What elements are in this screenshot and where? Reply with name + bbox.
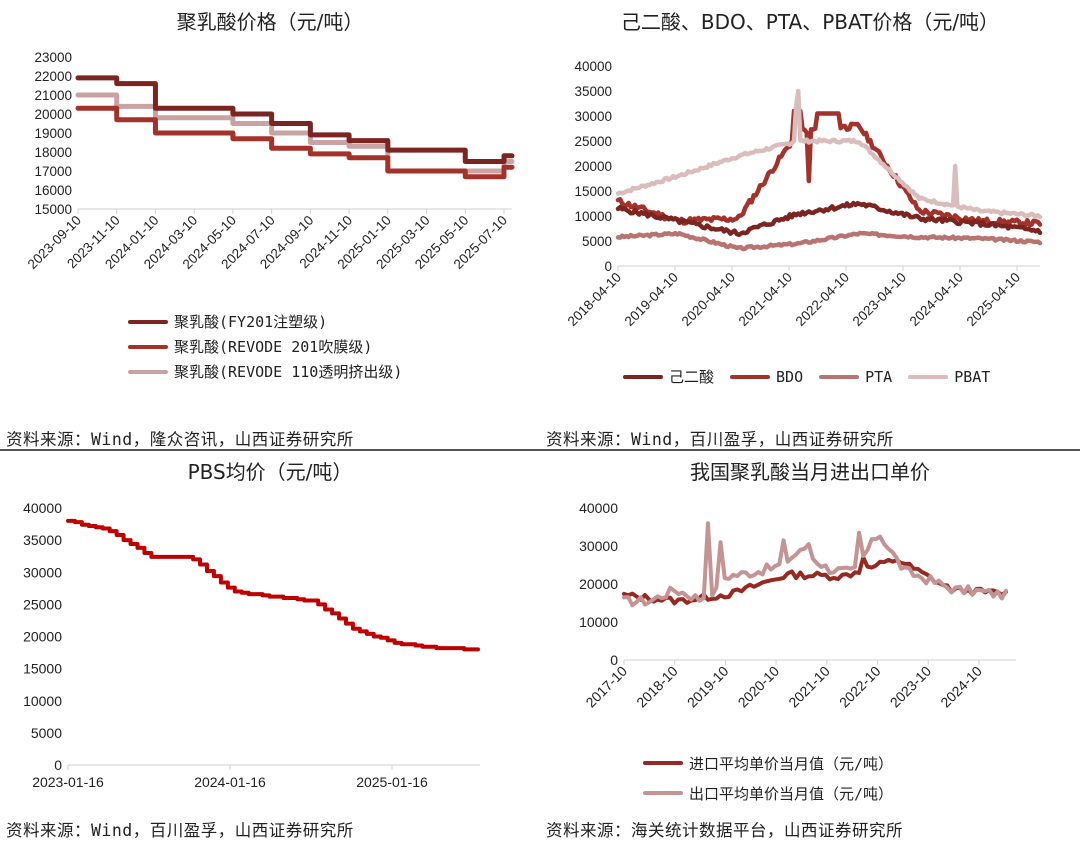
svg-text:30000: 30000 bbox=[23, 564, 62, 580]
svg-text:0: 0 bbox=[604, 259, 612, 274]
svg-text:15000: 15000 bbox=[23, 661, 62, 677]
svg-text:2017-10: 2017-10 bbox=[582, 663, 630, 711]
pbs-price-chart: 0 5000 10000 15000 20000 25000 30000 35000 40000… bbox=[23, 500, 480, 790]
legend-item-adipic: 己二酸 bbox=[623, 366, 714, 387]
svg-text:35000: 35000 bbox=[23, 532, 62, 548]
svg-text:10000: 10000 bbox=[23, 693, 62, 709]
svg-text:2018-10: 2018-10 bbox=[633, 663, 681, 711]
svg-text:10000: 10000 bbox=[579, 614, 618, 630]
svg-text:2022-10: 2022-10 bbox=[836, 663, 884, 711]
legend-label: 聚乳酸(FY201注塑级) bbox=[174, 313, 328, 331]
svg-text:2023-04-10: 2023-04-10 bbox=[850, 270, 909, 329]
svg-text:25000: 25000 bbox=[23, 596, 62, 612]
legend-swatch bbox=[128, 369, 168, 374]
svg-text:2025-01-16: 2025-01-16 bbox=[356, 774, 428, 790]
svg-text:40000: 40000 bbox=[23, 500, 62, 516]
svg-text:5000: 5000 bbox=[31, 725, 62, 741]
legend-swatch bbox=[908, 374, 949, 379]
svg-text:2024-04-10: 2024-04-10 bbox=[907, 270, 966, 329]
legend-swatch bbox=[643, 761, 683, 765]
legend-item-export: 出口平均单价当月值（元/吨） bbox=[643, 778, 893, 808]
legend-item-revode201: 聚乳酸(REVODE 201吹膜级) bbox=[128, 334, 402, 359]
pla-source: 资料来源：Wind，隆众咨讯，山西证券研究所 bbox=[6, 430, 354, 449]
svg-text:2025-04-10: 2025-04-10 bbox=[964, 270, 1023, 329]
legend-swatch bbox=[643, 791, 683, 795]
legend-label: 聚乳酸(REVODE 110透明挤出级) bbox=[174, 363, 403, 381]
legend-label: 聚乳酸(REVODE 201吹膜级) bbox=[174, 338, 373, 356]
svg-text:40000: 40000 bbox=[574, 59, 612, 74]
svg-text:25000: 25000 bbox=[574, 134, 612, 149]
svg-text:23000: 23000 bbox=[34, 50, 72, 65]
legend-label: PTA bbox=[865, 367, 893, 386]
svg-text:2023-01-16: 2023-01-16 bbox=[32, 774, 104, 790]
legend-item-pta: PTA bbox=[819, 366, 892, 387]
svg-text:2024-10: 2024-10 bbox=[937, 663, 985, 711]
legend-item-pbat: PBAT bbox=[908, 366, 990, 387]
svg-text:10000: 10000 bbox=[574, 209, 612, 224]
legend-item-fy201: 聚乳酸(FY201注塑级) bbox=[128, 309, 402, 334]
trade-price-chart: 0 10000 20000 30000 40000 2017-10 2018-10 2019-… bbox=[579, 500, 1016, 711]
raw-source: 资料来源：Wind，百川盈孚，山西证券研究所 bbox=[546, 430, 894, 449]
svg-text:0: 0 bbox=[54, 757, 62, 773]
svg-text:20000: 20000 bbox=[34, 107, 72, 122]
raw-legend: 己二酸 BDO PTA PBAT bbox=[623, 366, 990, 387]
legend-item-revode110: 聚乳酸(REVODE 110透明挤出级) bbox=[128, 359, 402, 384]
pla-chart-title: 聚乳酸价格（元/吨） bbox=[176, 10, 364, 34]
svg-text:2018-04-10: 2018-04-10 bbox=[565, 270, 624, 329]
legend-swatch bbox=[730, 374, 771, 379]
trade-chart-title: 我国聚乳酸当月进出口单价 bbox=[690, 460, 930, 484]
legend-item-import: 进口平均单价当月值（元/吨） bbox=[643, 748, 893, 778]
legend-label: PBAT bbox=[954, 367, 991, 386]
legend-label: 出口平均单价当月值（元/吨） bbox=[689, 784, 894, 803]
pbs-source: 资料来源：Wind，百川盈孚，山西证券研究所 bbox=[6, 821, 354, 840]
svg-text:19000: 19000 bbox=[34, 126, 72, 141]
svg-text:30000: 30000 bbox=[579, 538, 618, 554]
legend-item-bdo: BDO bbox=[730, 366, 803, 387]
svg-text:2022-04-10: 2022-04-10 bbox=[793, 270, 852, 329]
svg-text:2024-01-16: 2024-01-16 bbox=[194, 774, 266, 790]
raw-chart-title: 己二酸、BDO、PTA、PBAT价格（元/吨） bbox=[620, 10, 1000, 34]
svg-text:15000: 15000 bbox=[574, 184, 612, 199]
pla-price-chart: 15000 16000 17000 18000 19000 20000 21000 22000… bbox=[25, 50, 515, 272]
svg-text:2020-04-10: 2020-04-10 bbox=[679, 270, 738, 329]
trade-legend: 进口平均单价当月值（元/吨） 出口平均单价当月值（元/吨） bbox=[643, 748, 893, 808]
legend-label: BDO bbox=[776, 367, 804, 386]
legend-label: 进口平均单价当月值（元/吨） bbox=[689, 754, 894, 773]
svg-text:35000: 35000 bbox=[574, 84, 612, 99]
trade-source: 资料来源：海关统计数据平台，山西证券研究所 bbox=[546, 821, 903, 840]
svg-text:22000: 22000 bbox=[34, 69, 72, 84]
svg-text:2021-04-10: 2021-04-10 bbox=[736, 270, 795, 329]
legend-swatch bbox=[128, 344, 168, 349]
svg-text:2020-10: 2020-10 bbox=[735, 663, 783, 711]
section-divider bbox=[0, 449, 1080, 451]
svg-text:5000: 5000 bbox=[582, 234, 612, 249]
svg-text:2019-10: 2019-10 bbox=[684, 663, 732, 711]
svg-text:40000: 40000 bbox=[579, 500, 618, 516]
raw-material-price-chart: 0 5000 10000 15000 20000 25000 30000 35000 40000… bbox=[565, 59, 1043, 329]
svg-text:18000: 18000 bbox=[34, 145, 72, 160]
svg-text:17000: 17000 bbox=[34, 164, 72, 179]
svg-text:15000: 15000 bbox=[34, 202, 72, 217]
pbs-chart-title: PBS均价（元/吨） bbox=[187, 460, 353, 484]
svg-text:2023-10: 2023-10 bbox=[887, 663, 935, 711]
pla-legend: 聚乳酸(FY201注塑级) 聚乳酸(REVODE 201吹膜级) 聚乳酸(REV… bbox=[128, 309, 402, 384]
legend-swatch bbox=[623, 374, 663, 379]
svg-text:20000: 20000 bbox=[23, 629, 62, 645]
svg-text:20000: 20000 bbox=[579, 576, 618, 592]
svg-text:20000: 20000 bbox=[574, 159, 612, 174]
svg-text:21000: 21000 bbox=[34, 88, 72, 103]
svg-text:30000: 30000 bbox=[574, 109, 612, 124]
svg-text:16000: 16000 bbox=[34, 183, 72, 198]
legend-label: 己二酸 bbox=[669, 368, 715, 386]
legend-swatch bbox=[819, 374, 860, 379]
svg-text:0: 0 bbox=[610, 652, 618, 668]
legend-swatch bbox=[128, 319, 168, 324]
svg-text:2021-10: 2021-10 bbox=[785, 663, 833, 711]
svg-text:2019-04-10: 2019-04-10 bbox=[622, 270, 681, 329]
